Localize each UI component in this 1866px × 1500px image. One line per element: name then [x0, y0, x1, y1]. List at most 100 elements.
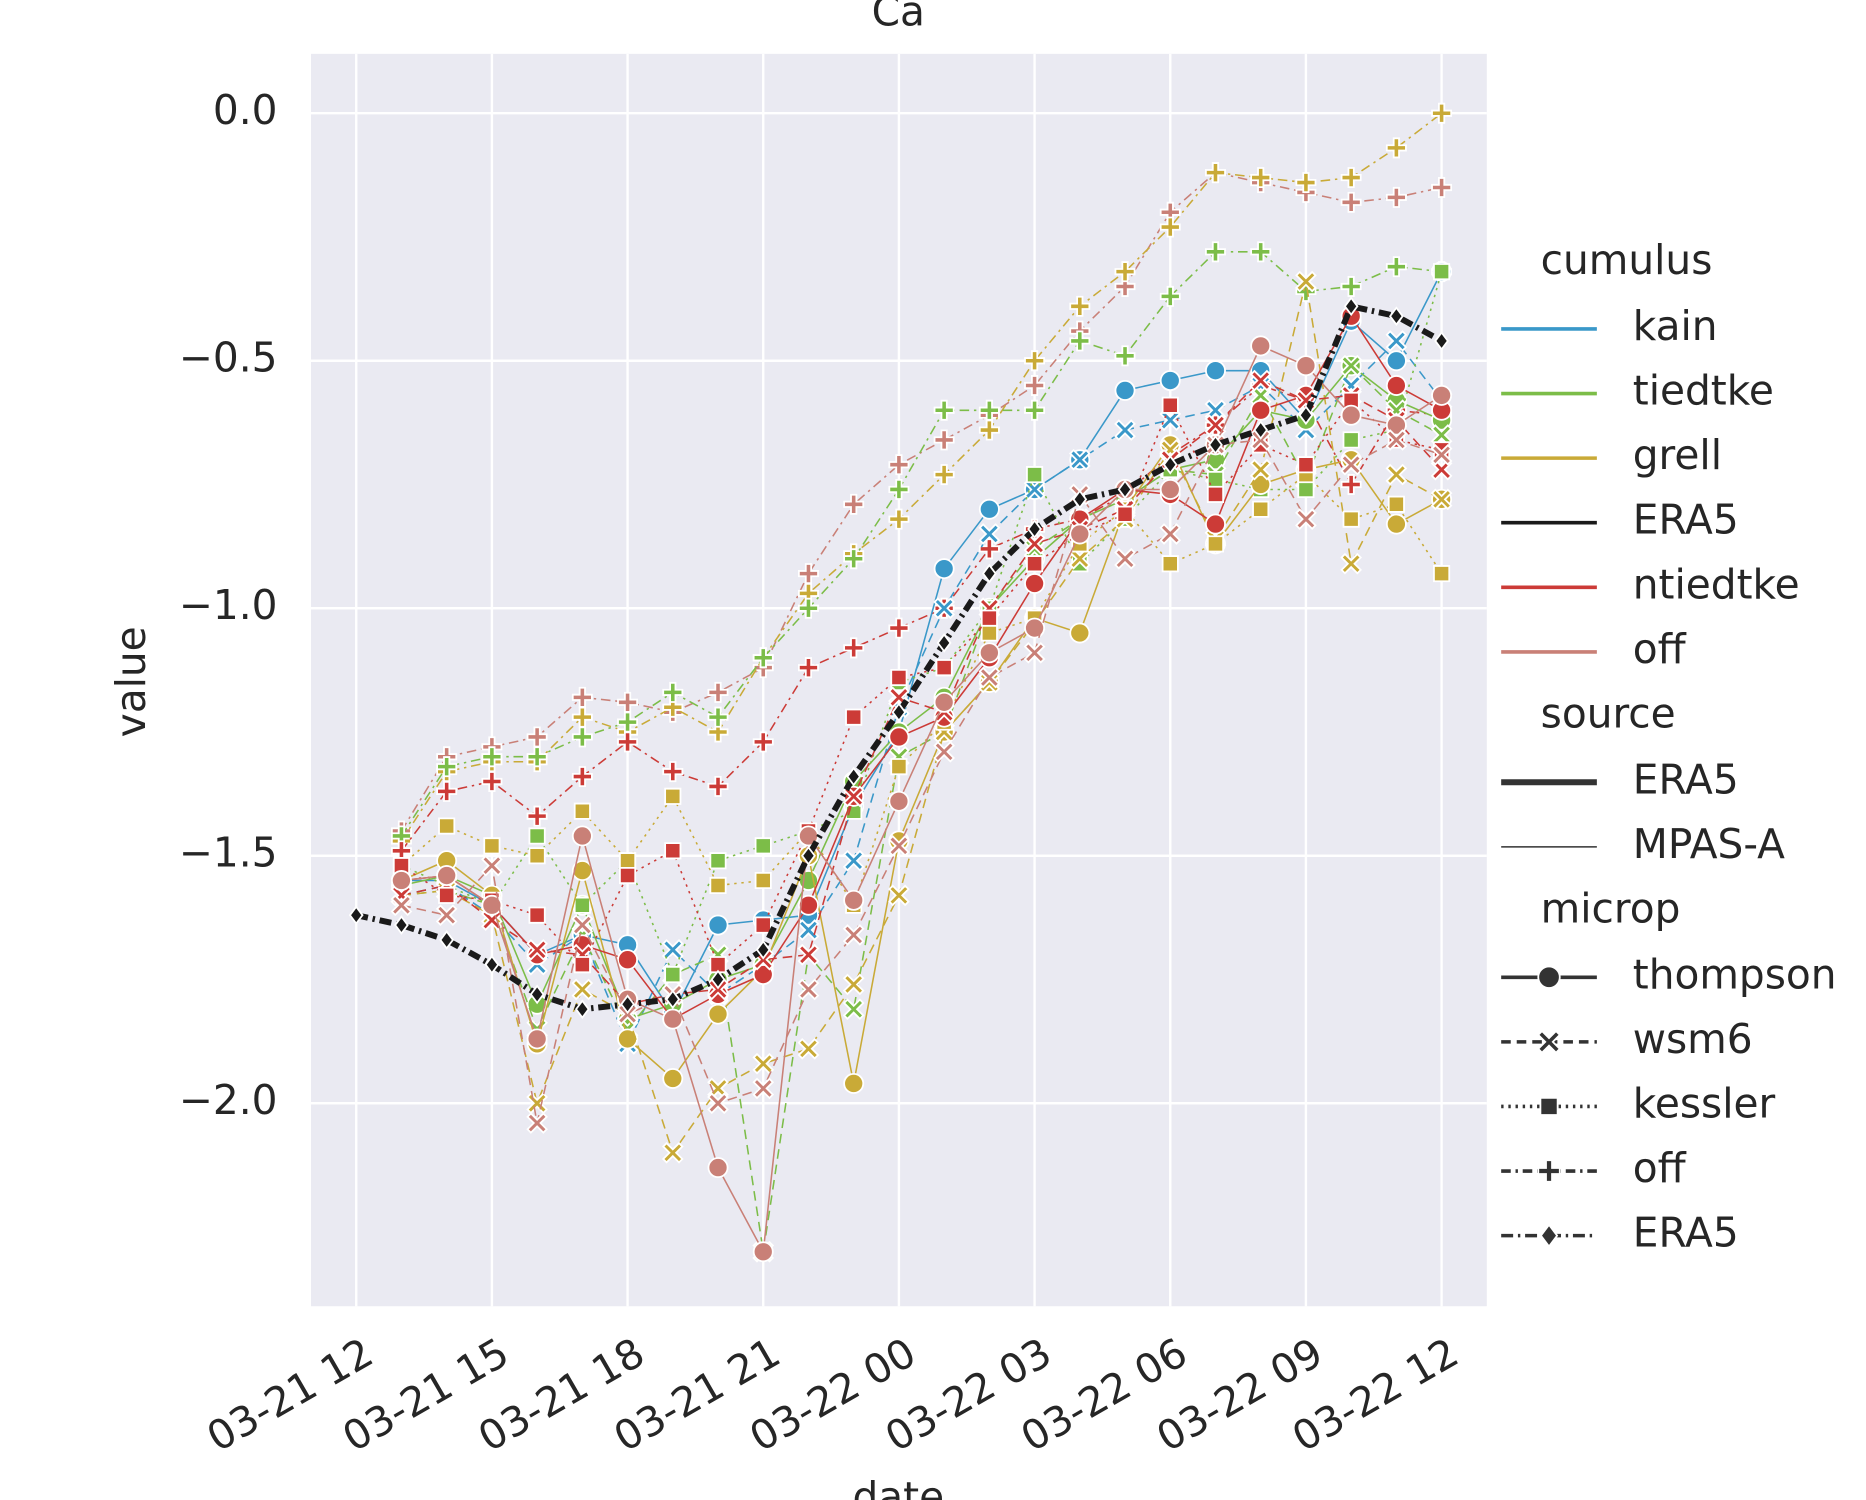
marker [528, 827, 546, 845]
marker [1433, 565, 1451, 583]
marker [752, 1052, 775, 1075]
marker [662, 696, 684, 718]
marker [1340, 552, 1362, 575]
marker [1114, 419, 1136, 441]
marker [1385, 330, 1408, 352]
marker [1205, 241, 1226, 263]
marker [438, 817, 456, 835]
marker [754, 871, 772, 890]
marker [665, 989, 681, 1010]
marker [439, 930, 455, 950]
marker [1342, 391, 1360, 409]
marker [707, 706, 729, 728]
marker [1431, 102, 1453, 124]
marker [617, 949, 639, 971]
marker [1539, 1223, 1559, 1248]
marker [1159, 285, 1181, 307]
marker [843, 548, 865, 570]
marker [1385, 186, 1407, 208]
marker [1159, 478, 1181, 500]
marker [1162, 454, 1178, 475]
marker [438, 886, 456, 904]
marker [1297, 480, 1315, 498]
marker [842, 924, 865, 946]
marker [707, 914, 729, 936]
marker [933, 429, 955, 451]
legend-label: kessler [1633, 1079, 1776, 1127]
marker [1250, 335, 1272, 357]
chart-title: Ca [872, 0, 925, 35]
marker [664, 966, 682, 984]
marker [1159, 434, 1181, 456]
marker [797, 657, 819, 679]
marker [617, 1028, 639, 1050]
y-axis-label: value [107, 626, 155, 737]
marker [1208, 435, 1223, 455]
marker [619, 852, 637, 870]
marker [1114, 261, 1136, 283]
marker [1536, 1029, 1562, 1054]
series [348, 296, 1449, 1020]
marker [752, 964, 774, 986]
marker [1205, 360, 1226, 382]
marker [1340, 276, 1362, 297]
marker [571, 766, 593, 788]
marker [1295, 355, 1317, 377]
marker [980, 609, 998, 627]
marker [1116, 505, 1134, 523]
marker [392, 857, 410, 875]
marker [797, 978, 820, 1001]
marker [978, 399, 1000, 421]
marker [797, 894, 819, 916]
marker [709, 956, 727, 974]
legend-label: thompson [1633, 950, 1837, 998]
marker [526, 746, 548, 768]
marker [843, 889, 865, 911]
marker [1340, 474, 1362, 495]
marker [574, 999, 590, 1020]
marker [933, 597, 955, 620]
marker [662, 1068, 684, 1089]
marker [1072, 489, 1088, 510]
marker [1024, 617, 1046, 639]
marker [842, 849, 865, 872]
legend-label: kain [1633, 302, 1718, 350]
marker [981, 563, 997, 584]
marker [436, 756, 458, 778]
marker [888, 508, 910, 530]
marker [1431, 384, 1453, 406]
marker [890, 758, 908, 776]
marker [752, 731, 774, 753]
legend-title: microp [1541, 884, 1681, 932]
marker [846, 766, 862, 787]
marker [752, 1077, 775, 1100]
marker [1114, 345, 1136, 367]
marker [1385, 256, 1407, 278]
marker [933, 691, 955, 713]
marker [1385, 513, 1407, 535]
marker [797, 943, 820, 966]
marker [1433, 263, 1451, 281]
marker [1026, 466, 1044, 484]
marker [1069, 295, 1091, 317]
marker [843, 493, 865, 515]
marker [801, 845, 816, 866]
marker [1026, 555, 1044, 573]
marker [664, 787, 682, 805]
marker [707, 775, 729, 797]
marker [348, 905, 364, 926]
marker [1114, 276, 1136, 297]
marker [1068, 547, 1091, 570]
series-line [401, 439, 1442, 1124]
marker [571, 978, 594, 1001]
marker [710, 969, 726, 990]
marker [1161, 555, 1179, 573]
marker [936, 633, 952, 653]
marker [661, 938, 684, 961]
marker [390, 870, 412, 891]
legend-label: ERA5 [1633, 755, 1739, 803]
series [390, 335, 1453, 1263]
marker [664, 842, 682, 860]
marker [620, 994, 635, 1015]
